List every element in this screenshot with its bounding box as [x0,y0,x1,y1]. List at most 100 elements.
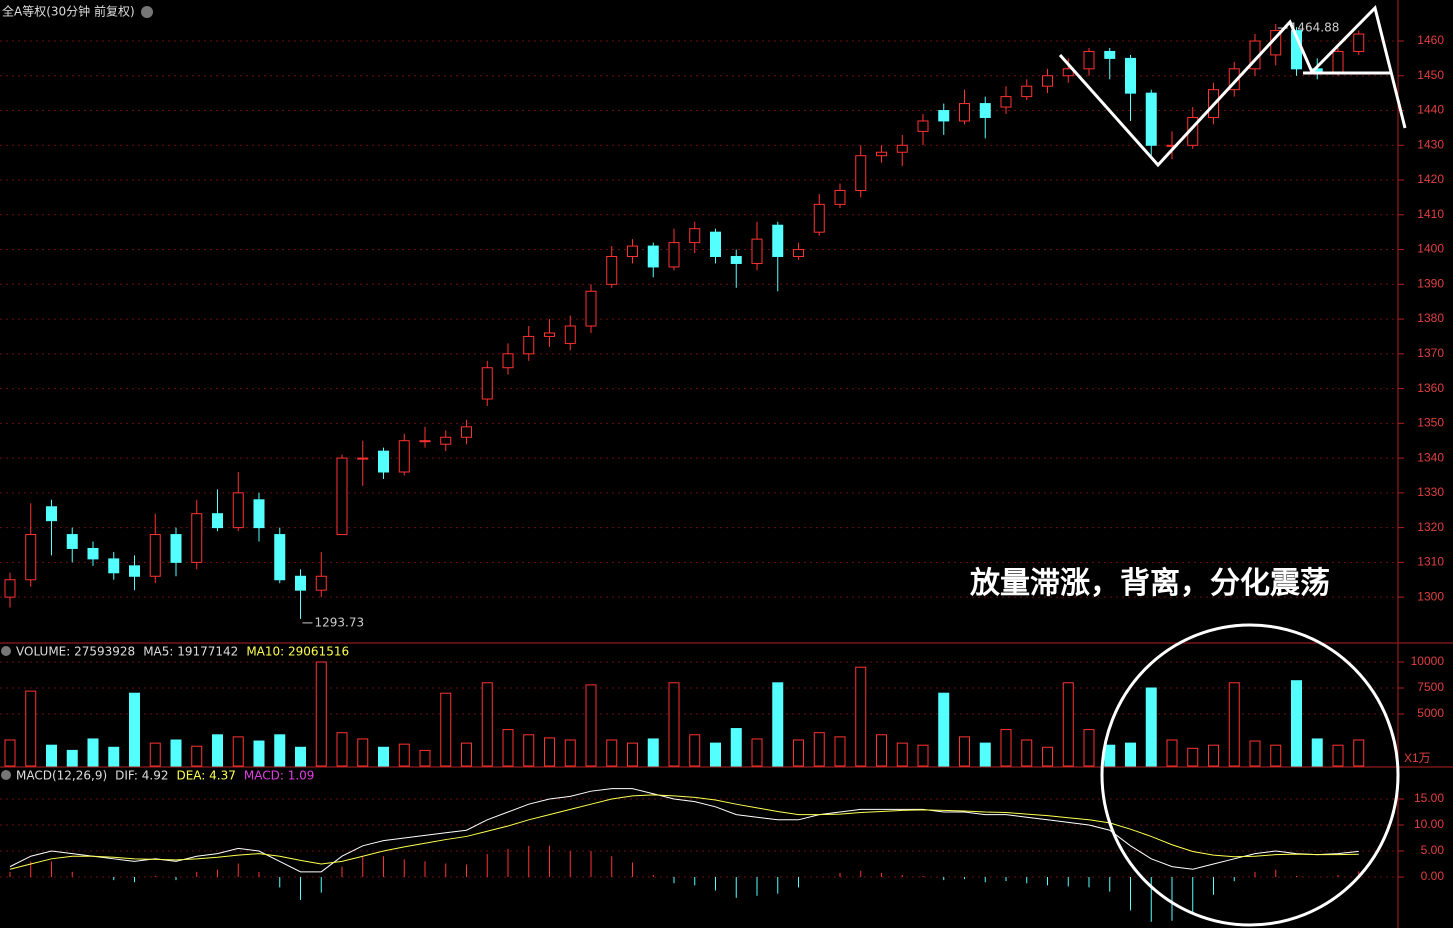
candle-body [793,249,804,258]
candle-body [108,558,120,574]
candle-body [1000,96,1012,108]
candle-body [1125,57,1136,94]
volume-bar [917,744,929,767]
volume-bar [419,749,431,767]
volume-bar [1332,744,1344,767]
candle-body [1104,50,1116,59]
volume-bar [523,734,535,767]
volume-bar [25,690,37,767]
volume-bar [1353,739,1365,767]
y-tick-label: 10.00 [1414,817,1444,831]
candle-body [585,290,597,327]
y-tick-label: 1420 [1417,172,1444,186]
candle-body [212,513,223,529]
volume-bar [668,682,680,767]
candle-body [1062,68,1074,77]
y-tick-label: 1400 [1417,242,1444,256]
candle-body [1332,50,1344,73]
volume-bar [710,742,721,767]
chart-title: 全A等权(30分钟 前复权) [2,4,135,19]
y-tick-label: 1450 [1417,68,1444,82]
y-tick-label: 0.00 [1421,869,1445,883]
volume-bar [1145,687,1157,767]
candle-body [564,325,576,344]
candle-body [87,547,99,560]
candle-body [647,245,659,268]
legend-text: MA5: 19177142 [143,645,238,659]
candle-body [834,189,846,205]
candle-body [544,332,555,337]
candle-body [896,144,908,153]
y-tick-label: 5000 [1417,706,1444,720]
y-tick-label: 1380 [1417,311,1444,325]
volume-bar [481,682,493,767]
menu-icon[interactable] [141,6,153,18]
volume-bar [834,736,846,767]
volume-bar [689,734,701,767]
legend-text: VOLUME: 27593928 [16,645,135,659]
volume-bar [938,692,950,767]
y-tick-label: 1410 [1417,207,1444,221]
menu-icon[interactable] [1,646,11,656]
candle-body [481,367,493,400]
candle-body [295,575,306,591]
volume-bar [274,734,286,767]
volume-bar [398,743,410,767]
volume-bar [295,746,306,767]
legend-text: MACD(12,26,9) [16,769,107,783]
candle-body [315,575,327,591]
candle-body [979,103,991,118]
volume-bar [544,737,555,767]
volume-bar [212,734,223,767]
candle-body [398,440,410,473]
candle-body [813,203,825,233]
y-tick-label: 1390 [1417,276,1444,290]
circle [1100,623,1400,927]
volume-bar [876,734,887,767]
candle-body [938,110,950,122]
legend-text: DIF: 4.92 [115,769,168,783]
volume-bar [461,742,472,767]
unit-label: X1万 [1404,751,1431,765]
candle-body [4,579,16,598]
volume-bar [1228,682,1240,767]
candle-body [917,120,929,132]
legend-text: MA10: 29061516 [246,645,349,659]
volume-bar [1042,746,1053,767]
volume-bar [46,744,57,767]
candle-body [606,256,618,285]
y-tick-label: 1430 [1417,137,1444,151]
candle-body [232,492,244,529]
volume-bar [357,738,369,767]
volume-bar [585,684,597,767]
candle-body [253,499,265,529]
y-tick-label: 1340 [1417,450,1444,464]
volume-bar [1021,739,1033,767]
volume-bar [1311,738,1323,767]
high-label: 1464.88 [1290,21,1340,35]
y-tick-label: 1440 [1417,103,1444,117]
volume-bar [315,661,327,767]
volume-bar [336,732,348,767]
hand-drawing [1058,5,1407,927]
volume-bar [1000,729,1012,767]
volume-bar [378,746,389,767]
menu-icon[interactable] [1,770,11,780]
y-tick-label: 1460 [1417,33,1444,47]
candle-body [378,450,389,473]
y-tick-label: 1320 [1417,520,1444,534]
volume-bar [108,746,120,767]
candle-body [502,353,514,369]
y-tick-label: 1300 [1417,589,1444,603]
candle-body [959,103,970,122]
volume-bar [170,739,182,767]
y-tick-label: 1360 [1417,381,1444,395]
volume-bar [855,666,867,767]
volume-bar [440,692,452,767]
volume-bar [502,729,514,767]
volume-bar [627,742,638,767]
candle-body [1042,75,1053,87]
volume-bar [1083,729,1095,767]
volume-bar [647,738,659,767]
